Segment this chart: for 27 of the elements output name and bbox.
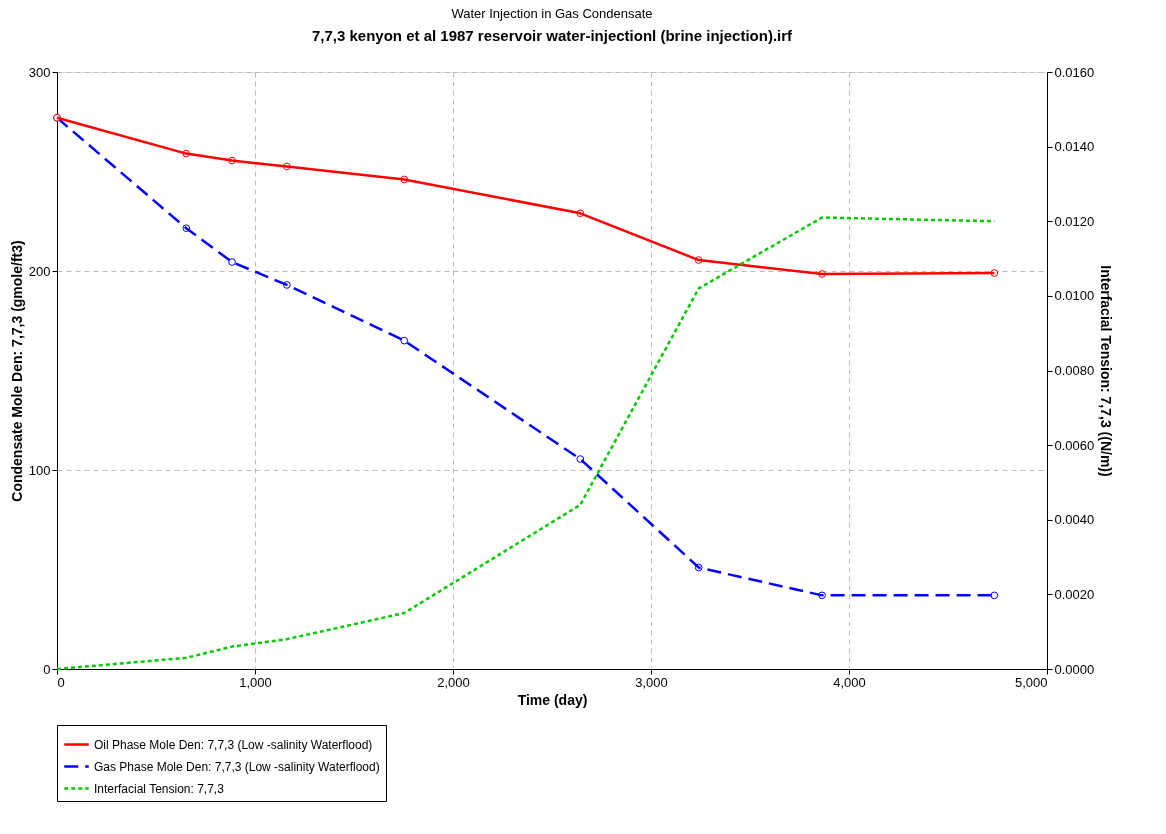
y2-tick-label: 0.0020 — [1054, 586, 1095, 602]
y2-tick-label: 0.0100 — [1054, 288, 1095, 304]
y-tick-label: 300 — [28, 64, 51, 80]
x-axis-title: Time (day) — [517, 691, 588, 708]
x-tick-label: 4,000 — [833, 674, 866, 690]
legend-label: Oil Phase Mole Den: 7,7,3 (Low -salinity Waterflood) — [94, 737, 373, 752]
y2-axis-title: Interfacial Tension: 7,7,3 ((N/m)) — [1098, 265, 1115, 477]
x-tick-label: 2,000 — [437, 674, 470, 690]
chart-title: Water Injection in Gas Condensate — [451, 6, 653, 21]
y2-tick-label: 0.0060 — [1054, 437, 1095, 453]
legend-label: Interfacial Tension: 7,7,3 — [94, 781, 225, 796]
y2-tick-label: 0.0140 — [1054, 139, 1095, 155]
y-axis-title: Condensate Mole Den: 7,7,3 (gmole/ft3) — [8, 240, 25, 502]
y2-tick-label: 0.0000 — [1054, 661, 1095, 677]
x-tick-label: 3,000 — [635, 674, 668, 690]
y2-tick-label: 0.0160 — [1054, 64, 1095, 80]
chart-subtitle: 7,7,3 kenyon et al 1987 reservoir water-injectionl (brine injection).irf — [311, 27, 794, 44]
y2-tick-label: 0.0120 — [1054, 213, 1095, 229]
y2-tick-label: 0.0040 — [1054, 512, 1095, 528]
x-tick-label: 0 — [57, 674, 65, 690]
legend-label: Gas Phase Mole Den: 7,7,3 (Low -salinity Waterflood) — [94, 759, 380, 774]
y-tick-label: 200 — [28, 263, 51, 279]
y-tick-label: 0 — [43, 661, 51, 677]
x-tick-label: 5,000 — [1014, 674, 1048, 690]
y-tick-label: 100 — [28, 462, 51, 478]
y2-tick-label: 0.0080 — [1054, 363, 1095, 378]
x-tick-label: 1,000 — [239, 674, 272, 690]
